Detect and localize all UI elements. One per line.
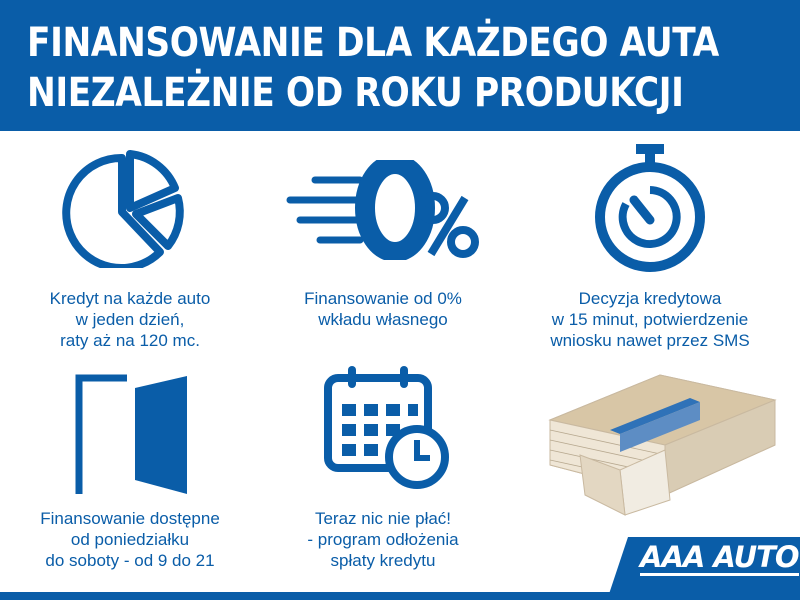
caption-line: spłaty kredytu — [330, 551, 436, 570]
feature-caption-zero-down: Finansowanie od 0% wkładu własnego — [253, 288, 513, 330]
feature-caption-decision: Decyzja kredytowa w 15 minut, potwierdze… — [520, 288, 780, 351]
caption-line: wkładu własnego — [318, 310, 448, 329]
stopwatch-icon — [595, 144, 705, 272]
caption-line: Teraz nic nie płać! — [314, 509, 452, 528]
caption-line: Kredyt na każde auto — [49, 289, 211, 308]
feature-caption-hours: Finansowanie dostępne od poniedziałku do… — [0, 508, 260, 571]
feature-caption-credit: Kredyt na każde auto w jeden dzień, raty… — [0, 288, 260, 351]
caption-line: Finansowanie dostępne — [40, 509, 220, 528]
bottom-strip — [0, 592, 800, 600]
header-banner: FINANSOWANIE DLA KAŻDEGO AUTA NIEZALEŻNI… — [0, 0, 800, 131]
pie-chart-icon — [62, 150, 184, 268]
caption-line: - program odłożenia — [307, 530, 459, 549]
logo-background — [608, 537, 800, 597]
open-door-icon — [75, 374, 187, 494]
feature-caption-deferral: Teraz nic nie płać! - program odłożenia … — [253, 508, 513, 571]
calendar-clock-icon — [324, 366, 449, 489]
caption-line: do soboty - od 9 do 21 — [45, 551, 215, 570]
caption-line: w jeden dzień, — [75, 310, 185, 329]
zero-percent-icon — [286, 160, 479, 260]
caption-line: w 15 minut, potwierdzenie — [551, 310, 749, 329]
money-stack-image — [548, 374, 777, 516]
caption-line: od poniedziałku — [70, 530, 190, 549]
caption-line: raty aż na 120 mc. — [60, 331, 200, 350]
caption-line: Decyzja kredytowa — [578, 289, 722, 308]
aaa-auto-logo: AAA AUTO — [640, 540, 800, 576]
headline-line-2: NIEZALEŻNIE OD ROKU PRODUKCJI — [27, 70, 684, 116]
caption-line: wniosku nawet przez SMS — [550, 331, 750, 350]
caption-line: Finansowanie od 0% — [304, 289, 462, 308]
headline-line-1: FINANSOWANIE DLA KAŻDEGO AUTA — [27, 20, 719, 66]
